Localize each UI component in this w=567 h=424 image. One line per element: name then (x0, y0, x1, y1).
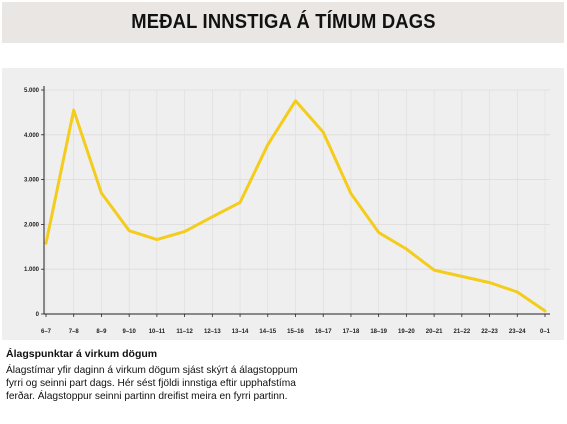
data-point (405, 247, 408, 251)
data-point (516, 290, 519, 294)
data-point (183, 230, 186, 233)
data-point (294, 99, 297, 102)
x-tick-label: 0–1 (540, 329, 551, 335)
data-point (543, 309, 547, 313)
y-tick-label: 5.000 (24, 88, 40, 94)
data-point (72, 108, 75, 112)
data-point (100, 191, 103, 195)
x-tick-label: 19–20 (398, 329, 415, 335)
data-point (377, 231, 380, 234)
data-point (44, 242, 48, 245)
y-tick-label: 4.000 (24, 133, 40, 139)
title-bar: MEÐAL INNSTIGA Á TÍMUM DAGS (2, 2, 564, 43)
y-tick-label: 0 (36, 312, 40, 318)
x-tick-label: 11–12 (176, 329, 193, 335)
x-tick-label: 18–19 (370, 329, 387, 335)
data-point (322, 130, 325, 134)
x-tick-label: 22–23 (481, 329, 498, 335)
y-tick-label: 1.000 (24, 267, 40, 273)
axes (41, 86, 550, 317)
caption-text: Álagstímar yfir daginn á virkum dögum sj… (6, 365, 298, 402)
y-tick-label: 2.000 (24, 222, 40, 228)
x-tick-label: 7–8 (69, 329, 80, 335)
x-tick-label: 12–13 (204, 329, 221, 335)
x-tick-label: 8–9 (96, 329, 107, 335)
data-point (155, 238, 159, 241)
data-point (211, 215, 214, 218)
data-point (238, 201, 242, 204)
data-point (432, 268, 436, 272)
x-tick-label: 13–14 (232, 329, 249, 335)
line-chart: 0 1.000 2.000 3.000 4.000 5.000 6–7 7–8 8–9 9–10… (24, 86, 551, 335)
y-tick-labels: 0 1.000 2.000 3.000 4.000 5.000 (24, 88, 40, 318)
caption: Álagspunktar á virkum dögum Álagstímar y… (6, 348, 562, 403)
data-point (127, 229, 131, 232)
x-tick-label: 9–10 (122, 329, 136, 335)
x-tick-label: 15–16 (287, 329, 304, 335)
series (44, 99, 547, 313)
x-tick-label: 16–17 (315, 329, 332, 335)
x-tick-label: 21–22 (453, 329, 470, 335)
caption-heading: Álagspunktar á virkum dögum (6, 348, 158, 360)
x-tick-label: 10–11 (149, 329, 166, 335)
x-tick-label: 17–18 (343, 329, 360, 335)
x-tick-label: 23–24 (509, 329, 526, 335)
chart-title: MEÐAL INNSTIGA Á TÍMUM DAGS (130, 11, 436, 33)
data-point (266, 143, 269, 146)
data-point (460, 275, 464, 278)
chart-panel: 0 1.000 2.000 3.000 4.000 5.000 6–7 7–8 8–9 9–10… (2, 68, 564, 340)
x-tick-label: 14–15 (259, 329, 276, 335)
x-tick-label: 20–21 (426, 329, 443, 335)
y-tick-label: 3.000 (24, 178, 40, 184)
data-point (349, 192, 353, 195)
data-point (488, 281, 491, 284)
x-tick-labels: 6–7 7–8 8–9 9–10 10–11 11–12 12–13 13–14 14–15 15… (41, 329, 551, 335)
x-tick-label: 6–7 (41, 329, 52, 335)
